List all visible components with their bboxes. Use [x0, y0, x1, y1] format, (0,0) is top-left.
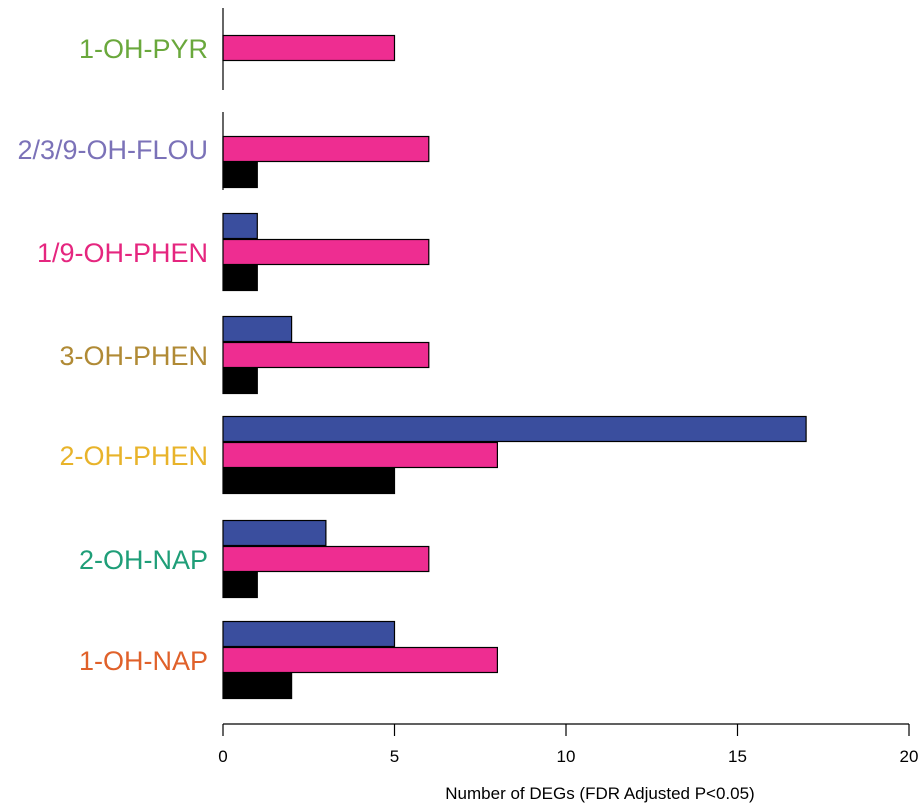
category-label: 1-OH-NAP: [79, 646, 208, 676]
category-label: 3-OH-PHEN: [59, 341, 208, 371]
bar: [222, 571, 258, 599]
bar: [222, 212, 258, 240]
bar: [222, 367, 258, 395]
x-axis-title: Number of DEGs (FDR Adjusted P<0.05): [445, 784, 754, 803]
bar: [222, 238, 430, 266]
bar: [222, 519, 327, 547]
category-label: 2/3/9-OH-FLOU: [17, 135, 208, 165]
bar: [222, 34, 396, 62]
x-tick-label: 5: [390, 747, 399, 766]
bar: [222, 415, 807, 443]
category-label: 2-OH-PHEN: [59, 441, 208, 471]
x-tick-label: 15: [728, 747, 747, 766]
x-axis: 0 5 10 15 20: [218, 723, 919, 766]
bar: [222, 441, 498, 469]
bar: [222, 646, 498, 674]
bar: [222, 135, 430, 163]
bars-group: [222, 34, 807, 700]
bar: [222, 620, 396, 648]
x-tick-label: 20: [900, 747, 919, 766]
bar: [222, 264, 258, 292]
bar: [222, 467, 396, 495]
category-label: 1-OH-PYR: [79, 34, 208, 64]
bar: [222, 161, 258, 189]
bar: [222, 315, 293, 343]
category-labels: 1-OH-PYR 2/3/9-OH-FLOU 1/9-OH-PHEN 3-OH-PHE…: [17, 34, 208, 676]
bar: [222, 341, 430, 369]
bar: [222, 545, 430, 573]
bar: [222, 672, 293, 700]
x-tick-label: 10: [557, 747, 576, 766]
category-label: 2-OH-NAP: [79, 545, 208, 575]
x-tick-label: 0: [218, 747, 227, 766]
category-label: 1/9-OH-PHEN: [37, 238, 208, 268]
